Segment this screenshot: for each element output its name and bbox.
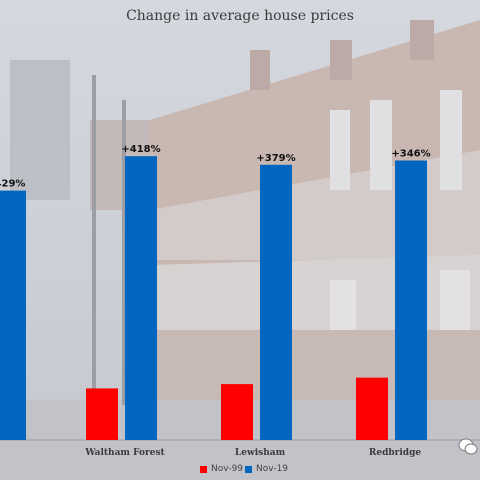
legend-label-nov-99: Nov-99 [211,464,244,474]
bar-nov-19-1 [125,156,157,440]
bar-nov-19-0 [0,190,26,440]
legend-nov-19: Nov-19 [245,462,288,476]
wechat-logo-icon [458,438,478,455]
bars-group [0,156,427,441]
x-tick-label-2: Lewisham [235,448,286,458]
bar-nov-19-3 [395,160,427,440]
legend-swatch-nov-99 [200,465,207,473]
bar-nov-19-2 [260,164,292,441]
bar-nov-99-2 [221,384,253,440]
legend-nov-99: Nov-99 [200,462,243,476]
x-tick-label-3: Redbridge [369,448,422,458]
bar-nov-99-1 [86,388,118,440]
data-label-1: +418% [121,144,160,155]
bar-nov-99-3 [356,377,388,440]
x-tick-label-1: Waltham Forest [84,448,165,458]
data-label-2: +379% [256,153,295,164]
legend-label-nov-19: Nov-19 [256,464,289,474]
chart-title: Change in average house prices [126,8,354,24]
data-label-3: +346% [391,149,430,160]
data-labels-group: 429% +418% +379% +346% [0,144,431,189]
legend-swatch-nov-19 [245,465,252,473]
data-label-0: 429% [0,179,25,190]
